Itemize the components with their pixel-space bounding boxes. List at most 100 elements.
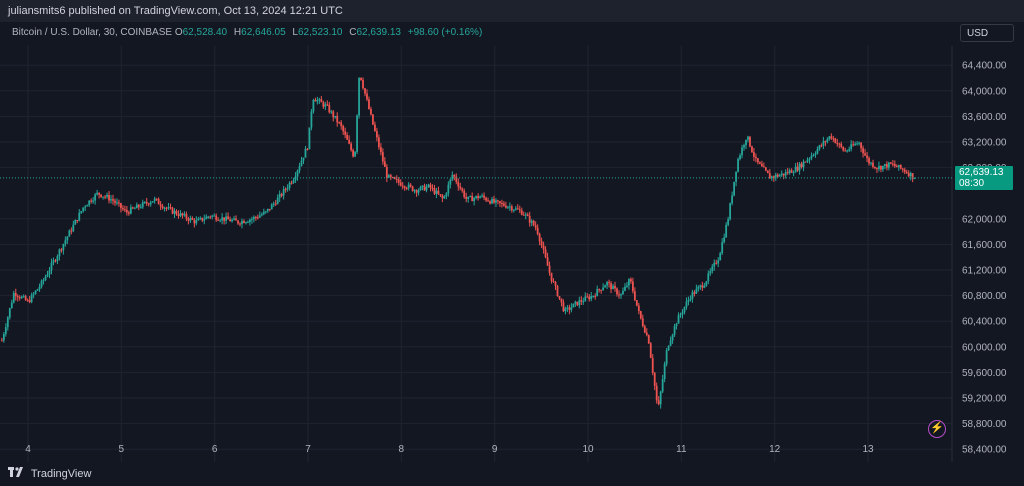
candle-body — [516, 208, 519, 210]
candle-body — [433, 188, 436, 194]
candle-body — [159, 204, 162, 207]
candle-body — [889, 162, 892, 164]
candle-body — [814, 153, 817, 155]
candle-body — [127, 212, 130, 214]
candle-body — [284, 189, 287, 191]
candle-body — [522, 214, 525, 216]
candle-body — [586, 296, 589, 298]
candle-body — [639, 311, 642, 319]
candle-body — [852, 144, 855, 146]
candle-body — [141, 202, 144, 208]
candle-body — [782, 173, 785, 176]
candle-body — [856, 143, 859, 145]
candles — [0, 77, 916, 409]
candle-body — [376, 131, 378, 138]
candle-body — [197, 218, 200, 221]
candle-body — [598, 289, 601, 291]
candle-body — [568, 307, 571, 310]
candle-body — [175, 210, 178, 215]
candle-body — [346, 134, 349, 140]
candle-body — [721, 242, 724, 254]
candle-body — [90, 200, 93, 202]
candle-body — [689, 298, 692, 300]
candle-body — [455, 176, 458, 182]
candle-body — [538, 233, 541, 242]
candle-body — [510, 206, 513, 211]
footer-brand[interactable]: TradingView — [30, 468, 92, 480]
candle-body — [157, 199, 160, 205]
candle-body — [24, 296, 27, 301]
candle-body — [735, 171, 737, 182]
candle-body — [669, 340, 672, 346]
close-label: C — [349, 27, 357, 38]
candle-body — [38, 286, 41, 290]
candle-body — [12, 292, 15, 303]
symbol-name: Bitcoin / U.S. Dollar, 30, COINBASE — [12, 27, 173, 38]
candle-body — [320, 99, 323, 103]
candle-body — [858, 142, 861, 144]
candle-body — [413, 190, 416, 192]
candle-body — [913, 177, 916, 179]
candle-body — [467, 196, 470, 199]
candle-body — [306, 148, 309, 150]
candle-body — [330, 111, 333, 113]
candle-body — [94, 194, 97, 201]
candle-body — [673, 326, 676, 335]
candle-body — [641, 318, 644, 327]
candle-body — [451, 174, 454, 180]
candle-body — [588, 296, 591, 300]
candle-body — [161, 206, 164, 209]
candle-body — [195, 220, 198, 224]
candle-body — [766, 170, 769, 174]
candle-body — [2, 334, 5, 341]
y-tick-label: 62,000.00 — [962, 214, 1007, 225]
candle-body — [554, 282, 557, 286]
candle-body — [594, 295, 597, 297]
candle-body — [211, 215, 214, 217]
candle-body — [30, 294, 33, 303]
candle-body — [435, 190, 438, 194]
candle-body — [489, 201, 491, 204]
candle-body — [844, 150, 847, 152]
candle-body — [28, 300, 31, 303]
candle-body — [802, 161, 805, 168]
candle-body — [54, 260, 57, 262]
candle-body — [52, 260, 55, 263]
candle-body — [243, 220, 245, 224]
candle-body — [558, 296, 561, 299]
candle-body — [616, 288, 618, 295]
candle-body — [298, 166, 301, 171]
candle-body — [725, 224, 728, 238]
candle-body — [818, 145, 821, 150]
candle-body — [796, 166, 799, 171]
candle-body — [326, 104, 329, 106]
candle-body — [550, 272, 553, 282]
candle-body — [245, 222, 247, 224]
candle-body — [552, 281, 555, 283]
candle-body — [187, 218, 190, 221]
candle-body — [179, 213, 182, 216]
candle-body — [324, 104, 327, 107]
x-tick-label: 4 — [25, 444, 31, 455]
candle-body — [504, 205, 507, 208]
candle-body — [872, 162, 874, 167]
candle-body — [893, 163, 896, 167]
candle-body — [169, 207, 172, 209]
candle-body — [98, 192, 100, 195]
candle-body — [711, 266, 714, 272]
tradingview-logo-icon[interactable] — [8, 462, 24, 486]
candle-body — [219, 220, 222, 222]
candle-body — [608, 282, 610, 284]
candle-body — [564, 308, 567, 312]
candle-body — [145, 201, 148, 204]
x-tick-label: 9 — [492, 444, 498, 455]
lightning-icon[interactable]: ⚡ — [928, 420, 946, 438]
candle-body — [417, 190, 420, 193]
candle-body — [701, 285, 704, 288]
currency-button[interactable]: USD — [960, 24, 1014, 42]
candle-body — [247, 221, 249, 223]
candle-body — [493, 198, 495, 203]
close-value: 62,639.13 — [356, 27, 402, 38]
candle-body — [74, 220, 77, 225]
